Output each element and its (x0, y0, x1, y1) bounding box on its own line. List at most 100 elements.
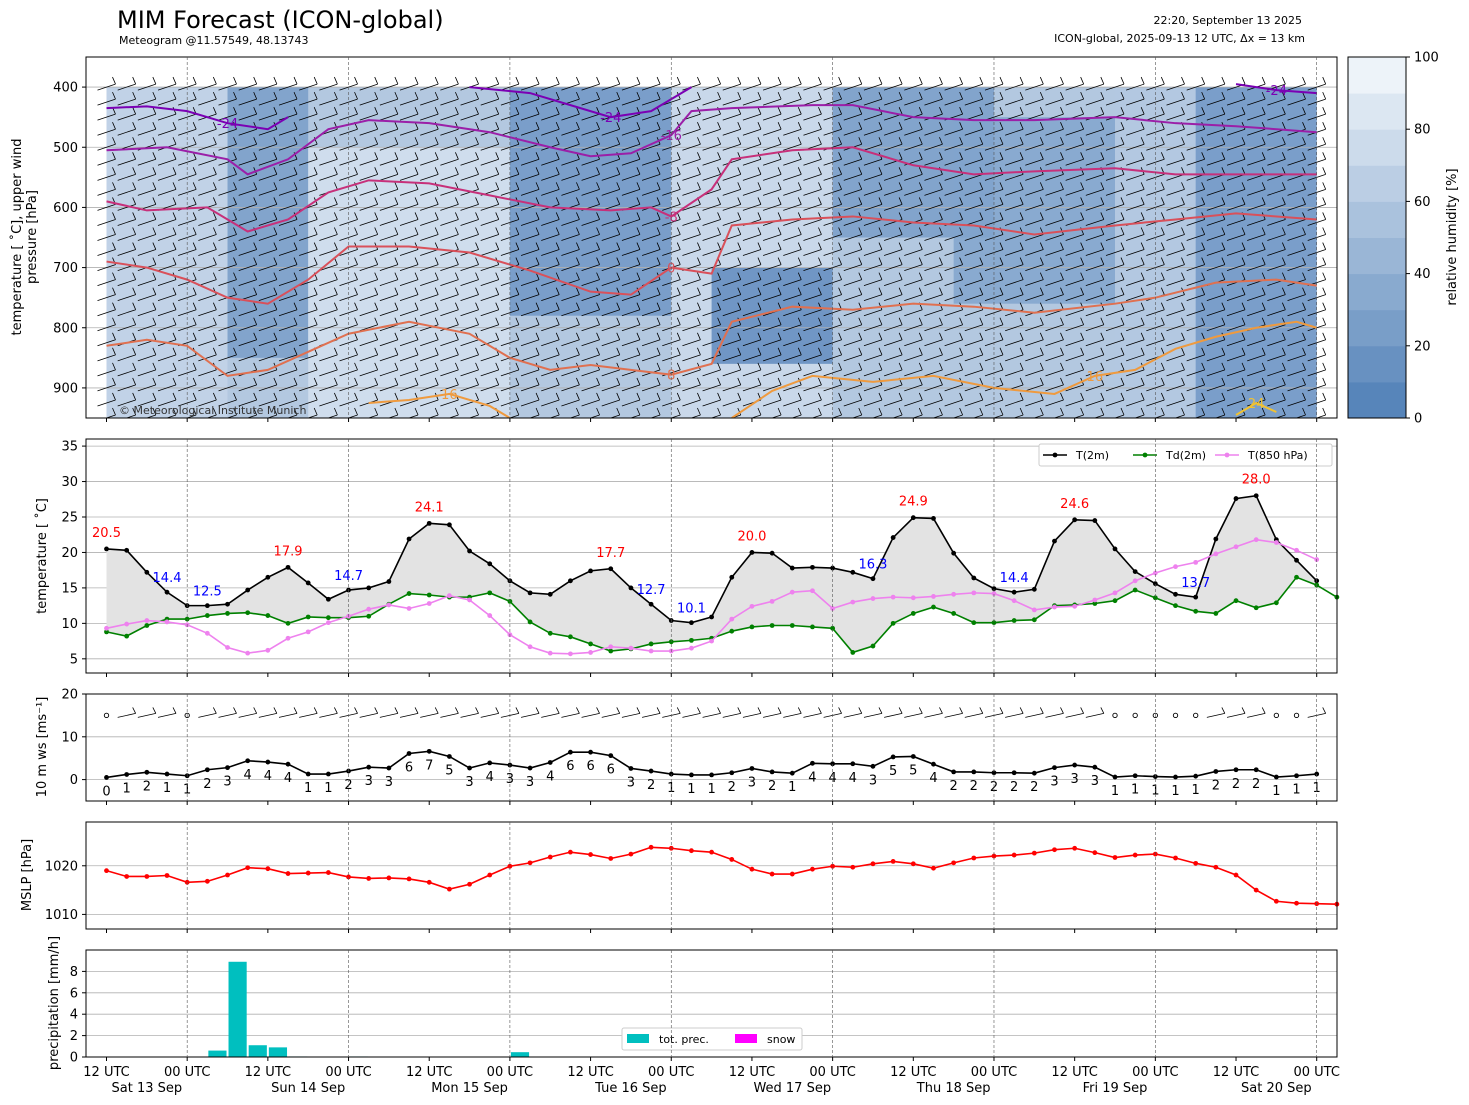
upper-wind-barb (944, 122, 964, 136)
upper-wind-barb (1005, 197, 1024, 211)
upper-wind-barb (520, 392, 540, 407)
upper-wind-barb (198, 317, 217, 332)
wind-speed-label: 4 (264, 769, 272, 784)
upper-wind-barb (944, 197, 964, 211)
upper-wind-barb (783, 107, 802, 121)
wind-speed-point (648, 768, 654, 774)
upper-wind-barb (278, 257, 298, 271)
upper-wind-barb (1065, 212, 1085, 226)
upper-wind-barb (1226, 137, 1246, 151)
upper-wind-barb (1287, 392, 1306, 407)
upper-wind-barb (1206, 362, 1226, 377)
run-time: 22:20, September 13 2025 (1153, 14, 1302, 27)
upper-wind-barb (440, 332, 459, 347)
upper-wind-barb (742, 317, 762, 332)
upper-wind-barb (641, 152, 661, 166)
surface-wind-barb (1247, 707, 1266, 718)
series-point-1 (830, 625, 836, 631)
upper-wind-barb (218, 167, 237, 181)
upper-wind-barb (359, 212, 379, 226)
upper-wind-barb (1206, 317, 1226, 332)
upper-wind-barb (399, 152, 419, 166)
upper-wind-barb (359, 197, 379, 211)
wind-speed-point (810, 760, 815, 766)
upper-wind-barb (541, 227, 560, 241)
wind-speed-point (225, 765, 230, 771)
upper-wind-barb (964, 182, 984, 196)
upper-wind-barb (1005, 392, 1024, 407)
upper-wind-barb (238, 317, 258, 332)
upper-wind-barb (1105, 227, 1125, 241)
upper-wind-barb (319, 362, 338, 377)
upper-wind-barb (1126, 302, 1145, 317)
upper-wind-barb (669, 407, 681, 418)
mslp-point (991, 853, 997, 859)
upper-wind-barb (460, 152, 479, 166)
extreme-label: 28.0 (1242, 473, 1271, 488)
upper-wind-barb (1287, 91, 1306, 106)
upper-wind-barb (1126, 317, 1145, 332)
mslp-point (1193, 860, 1199, 866)
upper-wind-barb (621, 377, 641, 392)
upper-wind-barb (682, 302, 701, 317)
upper-wind-barb (278, 377, 298, 392)
upper-wind-barb (480, 107, 500, 121)
upper-wind-barb (932, 407, 943, 418)
wind-speed-point (426, 748, 432, 754)
wind-speed-point (1253, 767, 1259, 773)
mslp-point (1132, 852, 1138, 858)
upper-wind-barb (238, 76, 258, 91)
upper-wind-barb (1287, 167, 1306, 181)
upper-wind-barb (904, 197, 923, 211)
upper-wind-barb (722, 137, 742, 151)
series-point-2 (729, 616, 735, 622)
humidity-field-patch (711, 267, 833, 364)
humidity-field-patch (953, 117, 1115, 304)
wind-speed-label: 2 (990, 780, 998, 795)
temperature-tick-label: 20 (61, 546, 78, 561)
wind-speed-label: 2 (1030, 780, 1038, 795)
upper-wind-barb (884, 197, 903, 211)
upper-wind-barb (1186, 122, 1206, 136)
series-point-1 (204, 613, 210, 618)
upper-wind-barb (520, 137, 540, 151)
upper-wind-barb (884, 302, 903, 317)
upper-wind-barb (581, 167, 600, 181)
upper-wind-barb (762, 227, 782, 241)
upper-wind-barb (137, 76, 157, 91)
upper-wind-barb (1005, 332, 1024, 347)
upper-wind-barb (359, 107, 379, 121)
series-point-0 (446, 522, 452, 528)
upper-wind-barb (137, 392, 157, 407)
upper-wind-barb (1267, 362, 1286, 377)
upper-wind-barb (1033, 407, 1044, 418)
upper-wind-barb (1025, 137, 1044, 151)
upper-wind-barb (851, 407, 863, 418)
upper-wind-barb (884, 362, 903, 377)
time-tick-label: 12 UTC (567, 1065, 613, 1080)
upper-wind-barb (702, 137, 721, 151)
wind-speed-point (588, 749, 593, 755)
upper-wind-barb (420, 317, 439, 332)
upper-wind-barb (1206, 227, 1226, 241)
upper-wind-barb (460, 227, 479, 241)
upper-wind-barb (964, 91, 984, 106)
upper-wind-barb (1206, 392, 1226, 407)
extreme-label: 13.7 (1181, 576, 1210, 591)
upper-wind-barb (520, 227, 540, 241)
upper-wind-barb (702, 152, 721, 166)
upper-wind-barb (420, 107, 439, 121)
wind-speed-point (789, 770, 795, 776)
upper-wind-barb (944, 287, 964, 302)
upper-wind-barb (843, 91, 863, 106)
upper-wind-barb (561, 332, 580, 347)
upper-wind-barb (762, 272, 782, 287)
upper-wind-barb (944, 347, 964, 362)
upper-wind-barb (157, 212, 177, 226)
upper-wind-barb (1287, 242, 1306, 256)
upper-wind-barb (783, 137, 802, 151)
upper-wind-barb (904, 122, 923, 136)
series-point-1 (265, 613, 271, 618)
upper-wind-barb (379, 91, 399, 106)
wind-speed-point (991, 770, 997, 776)
